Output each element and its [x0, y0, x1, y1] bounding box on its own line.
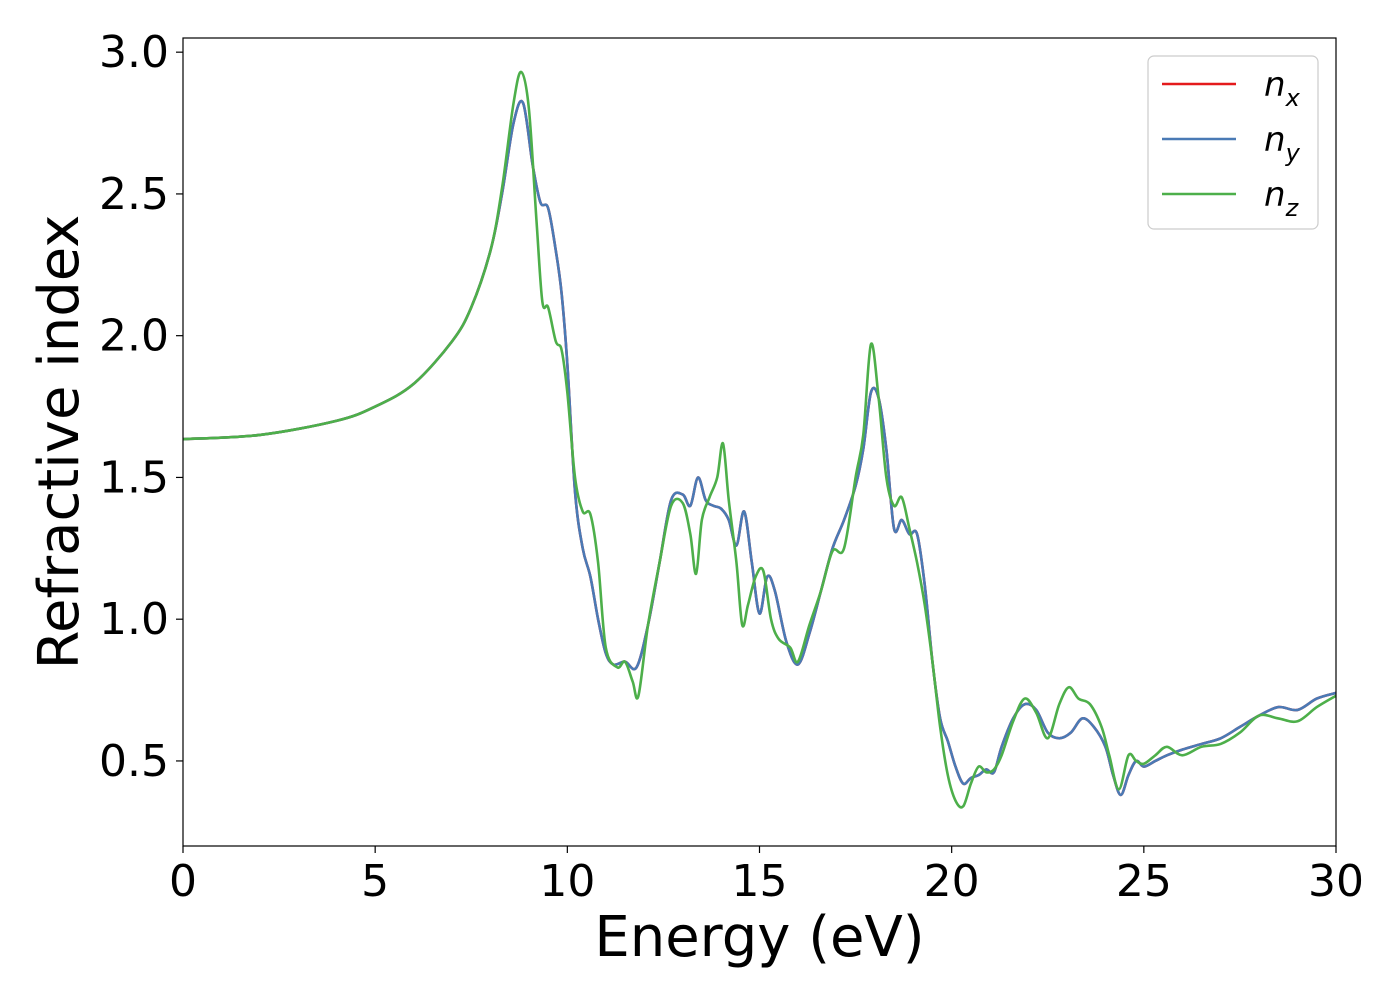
y-axis-label: Refractive index — [27, 215, 92, 670]
x-tick-label: 5 — [361, 856, 389, 907]
legend-label-ny: ny — [1264, 120, 1301, 167]
y-tick-label: 1.0 — [99, 594, 169, 645]
legend-label-nz: nz — [1264, 175, 1300, 222]
y-tick-label: 2.5 — [99, 169, 169, 220]
y-tick-label: 2.0 — [99, 311, 169, 362]
legend-label-nx: nx — [1264, 65, 1301, 112]
series-layer — [183, 70, 1336, 809]
x-tick-label: 20 — [924, 856, 980, 907]
legend-box — [1147, 55, 1319, 230]
x-axis-ticks: 0 5 10 15 20 25 30 — [169, 846, 1364, 907]
series-line-nz — [183, 70, 1336, 809]
x-tick-label: 10 — [539, 856, 595, 907]
legend: nx ny nz — [1147, 55, 1319, 230]
y-tick-label: 1.5 — [99, 452, 169, 503]
y-axis-ticks: 0.5 1.0 1.5 2.0 2.5 3.0 — [99, 27, 183, 787]
x-tick-label: 0 — [169, 856, 197, 907]
x-tick-label: 15 — [732, 856, 788, 907]
x-tick-label: 25 — [1116, 856, 1172, 907]
y-tick-label: 0.5 — [99, 736, 169, 787]
x-tick-label: 30 — [1308, 856, 1364, 907]
x-axis-label: Energy (eV) — [594, 905, 924, 970]
y-tick-label: 3.0 — [99, 27, 169, 78]
